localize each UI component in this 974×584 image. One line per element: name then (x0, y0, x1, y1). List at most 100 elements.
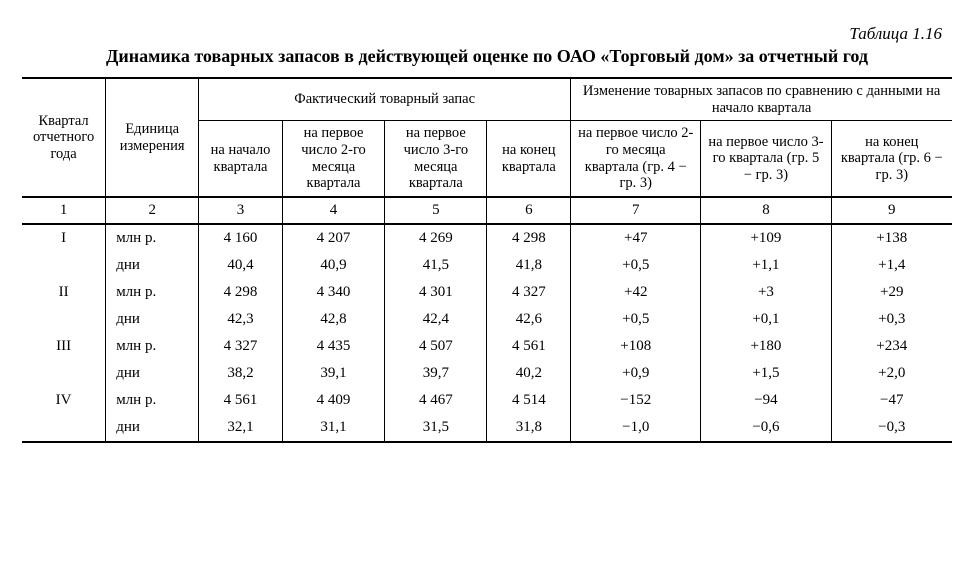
table-row: дни40,440,941,541,8+0,5+1,1+1,4 (22, 252, 952, 279)
cell-value: 4 269 (385, 224, 487, 252)
cell-value: +1,5 (701, 360, 831, 387)
cell-value: 4 507 (385, 333, 487, 360)
cell-value: 31,5 (385, 414, 487, 442)
table-row: дни38,239,139,740,2+0,9+1,5+2,0 (22, 360, 952, 387)
cell-value: 42,4 (385, 306, 487, 333)
inventory-table: Квартал отчетного года Единица измерения… (22, 77, 952, 443)
cell-value: 4 409 (282, 387, 384, 414)
header-b2: на первое число 3-го квартала (гр. 5 − г… (701, 121, 831, 197)
colnum: 2 (106, 197, 199, 224)
cell-value: 4 467 (385, 387, 487, 414)
cell-value: 31,8 (487, 414, 571, 442)
cell-value: 4 298 (199, 279, 283, 306)
cell-value: +0,1 (701, 306, 831, 333)
header-a3: на первое число 3-го месяца квартала (385, 121, 487, 197)
cell-value: 40,2 (487, 360, 571, 387)
cell-unit: млн р. (106, 333, 199, 360)
cell-value: −0,3 (831, 414, 952, 442)
table-number-label: Таблица 1.16 (22, 24, 942, 44)
cell-quarter: II (22, 279, 106, 306)
cell-quarter (22, 306, 106, 333)
cell-value: +0,5 (571, 252, 701, 279)
header-a1: на начало квартала (199, 121, 283, 197)
table-row: IIIмлн р.4 3274 4354 5074 561+108+180+23… (22, 333, 952, 360)
cell-quarter (22, 414, 106, 442)
colnum: 4 (282, 197, 384, 224)
table-row: Iмлн р.4 1604 2074 2694 298+47+109+138 (22, 224, 952, 252)
cell-value: −0,6 (701, 414, 831, 442)
cell-value: +1,4 (831, 252, 952, 279)
cell-value: 4 160 (199, 224, 283, 252)
cell-value: 4 561 (487, 333, 571, 360)
colnum: 7 (571, 197, 701, 224)
cell-value: 42,3 (199, 306, 283, 333)
header-b3: на конец квартала (гр. 6 − гр. 3) (831, 121, 952, 197)
cell-value: −1,0 (571, 414, 701, 442)
cell-value: 4 340 (282, 279, 384, 306)
cell-value: +3 (701, 279, 831, 306)
cell-value: +47 (571, 224, 701, 252)
cell-value: 39,7 (385, 360, 487, 387)
table-row: дни32,131,131,531,8−1,0−0,6−0,3 (22, 414, 952, 442)
header-b1: на первое число 2-го месяца квартала (гр… (571, 121, 701, 197)
header-group-change: Изменение товарных запасов по сравнению … (571, 78, 952, 121)
cell-value: 39,1 (282, 360, 384, 387)
cell-value: 4 561 (199, 387, 283, 414)
cell-value: 4 301 (385, 279, 487, 306)
cell-quarter (22, 252, 106, 279)
cell-value: 42,8 (282, 306, 384, 333)
cell-value: 4 435 (282, 333, 384, 360)
cell-unit: млн р. (106, 279, 199, 306)
table-row: IIмлн р.4 2984 3404 3014 327+42+3+29 (22, 279, 952, 306)
cell-value: 41,8 (487, 252, 571, 279)
cell-quarter (22, 360, 106, 387)
cell-quarter: IV (22, 387, 106, 414)
cell-unit: дни (106, 252, 199, 279)
cell-unit: дни (106, 360, 199, 387)
cell-value: +0,5 (571, 306, 701, 333)
cell-value: −47 (831, 387, 952, 414)
cell-value: +2,0 (831, 360, 952, 387)
colnum: 9 (831, 197, 952, 224)
cell-value: −94 (701, 387, 831, 414)
cell-value: +180 (701, 333, 831, 360)
cell-value: +0,3 (831, 306, 952, 333)
cell-value: 42,6 (487, 306, 571, 333)
cell-value: +42 (571, 279, 701, 306)
cell-value: −152 (571, 387, 701, 414)
cell-value: 4 514 (487, 387, 571, 414)
cell-value: +0,9 (571, 360, 701, 387)
cell-value: 4 207 (282, 224, 384, 252)
header-a4: на конец квартала (487, 121, 571, 197)
cell-value: +109 (701, 224, 831, 252)
header-a2: на первое число 2-го месяца квартала (282, 121, 384, 197)
colnum: 1 (22, 197, 106, 224)
cell-value: 40,4 (199, 252, 283, 279)
cell-unit: дни (106, 306, 199, 333)
cell-value: 38,2 (199, 360, 283, 387)
cell-quarter: I (22, 224, 106, 252)
header-unit: Единица измерения (106, 78, 199, 197)
table-row: IVмлн р.4 5614 4094 4674 514−152−94−47 (22, 387, 952, 414)
table-row: дни42,342,842,442,6+0,5+0,1+0,3 (22, 306, 952, 333)
cell-value: +234 (831, 333, 952, 360)
cell-quarter: III (22, 333, 106, 360)
cell-value: 4 327 (487, 279, 571, 306)
colnum: 5 (385, 197, 487, 224)
table-title: Динамика товарных запасов в действующей … (22, 46, 952, 67)
cell-value: +29 (831, 279, 952, 306)
cell-value: 32,1 (199, 414, 283, 442)
colnum: 6 (487, 197, 571, 224)
cell-value: 41,5 (385, 252, 487, 279)
cell-value: +138 (831, 224, 952, 252)
colnum: 3 (199, 197, 283, 224)
cell-value: +108 (571, 333, 701, 360)
cell-unit: млн р. (106, 224, 199, 252)
cell-unit: млн р. (106, 387, 199, 414)
cell-value: 4 298 (487, 224, 571, 252)
cell-unit: дни (106, 414, 199, 442)
header-quarter: Квартал отчетного года (22, 78, 106, 197)
cell-value: +1,1 (701, 252, 831, 279)
cell-value: 31,1 (282, 414, 384, 442)
colnum: 8 (701, 197, 831, 224)
